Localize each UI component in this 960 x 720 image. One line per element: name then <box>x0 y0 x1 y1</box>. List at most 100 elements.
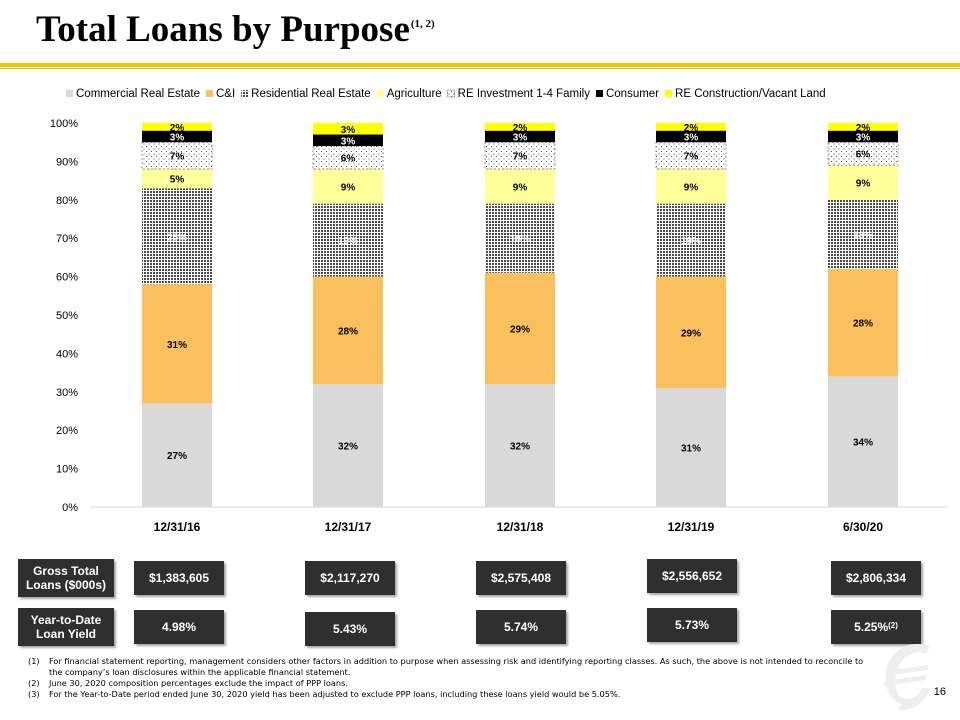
bar-segment <box>656 123 726 131</box>
bar-segment <box>485 130 555 143</box>
page-number: 16 <box>933 686 946 698</box>
y-axis: 0% 10% 20% 30% 40% 50% 60% 70% 80% 90% 100% <box>50 118 78 514</box>
y-tick-label: 20% <box>56 425 78 437</box>
bar-segment <box>142 403 212 507</box>
data-label: 18% <box>510 234 530 245</box>
data-label: 6% <box>856 150 871 161</box>
x-tick-label: 12/31/16 <box>154 520 201 534</box>
slide-title: Total Loans by Purpose(1, 2) <box>36 8 435 51</box>
data-label: 7% <box>170 152 185 163</box>
bar-segment <box>485 169 555 204</box>
bar-segment <box>828 268 898 377</box>
bar-segment <box>827 141 899 166</box>
data-label: 2% <box>684 123 699 134</box>
title-text: Total Loans by Purpose <box>36 9 410 50</box>
data-label: 3% <box>513 132 528 143</box>
loan-yield-value: 5.43% <box>305 612 395 646</box>
loan-yield-value: 5.73% <box>647 608 737 642</box>
y-tick-label: 0% <box>62 502 78 514</box>
legend-swatch <box>205 90 213 97</box>
bar-segment <box>313 384 383 507</box>
y-tick-label: 100% <box>50 118 78 130</box>
bar-segment <box>656 276 726 388</box>
footnote-text: June 30, 2020 composition percentages ex… <box>49 678 348 688</box>
legend-label: Residential Real Estate <box>251 88 371 100</box>
bars: 27%31%25%5%7%3%2%32%28%19%9%6%3%3%32%29%… <box>141 123 899 507</box>
data-label: 3% <box>170 132 185 143</box>
gross-total-value: $1,383,605 <box>134 561 224 595</box>
legend-swatch <box>595 90 603 97</box>
footnote-number: (2) <box>28 678 40 688</box>
footnote: (1) For financial statement reporting, ma… <box>28 656 878 678</box>
bar-segment <box>828 165 898 200</box>
footnotes: (1) For financial statement reporting, ma… <box>28 656 878 700</box>
x-tick-label: 12/31/19 <box>668 520 715 534</box>
bar-segment <box>142 130 212 143</box>
gross-total-value: $2,556,652 <box>647 559 737 593</box>
data-label: 2% <box>513 123 528 134</box>
title-superscript: (1, 2) <box>410 18 435 30</box>
bar-segment <box>656 169 726 204</box>
data-label: 19% <box>681 236 701 247</box>
yield-footnote-marker: (2) <box>888 620 898 630</box>
bar-segment <box>485 272 555 385</box>
data-label: 3% <box>341 125 356 136</box>
stacked-bar-chart: Commercial Real Estate C&I Residential Rea… <box>50 88 948 534</box>
loan-yield-value: 4.98% <box>134 610 224 644</box>
data-label: 34% <box>853 438 873 449</box>
data-label: 9% <box>856 179 871 190</box>
y-tick-label: 70% <box>56 233 78 245</box>
data-label: 7% <box>513 152 528 163</box>
bar-segment <box>313 123 383 135</box>
legend-swatch <box>376 90 384 97</box>
data-label: 27% <box>167 451 187 462</box>
legend-label: Commercial Real Estate <box>76 88 200 100</box>
legend-label: Agriculture <box>387 88 442 100</box>
bar-segment <box>141 141 213 170</box>
yield-label-line1: Year-to-Date <box>30 613 102 627</box>
legend-swatch <box>66 90 73 97</box>
bar-segment <box>142 123 212 131</box>
loan-yield-label: Year-to-Date Loan Yield <box>18 608 114 646</box>
y-tick-label: 30% <box>56 387 78 399</box>
legend-swatch <box>241 90 249 97</box>
bar-segment <box>313 134 383 147</box>
bar-segment <box>142 284 212 404</box>
y-tick-label: 40% <box>56 348 78 360</box>
data-label: 5% <box>170 175 185 186</box>
footnote-number: (3) <box>28 689 40 699</box>
legend-label: RE Investment 1-4 Family <box>458 88 591 100</box>
data-label: 2% <box>856 123 871 134</box>
title-divider <box>0 63 960 67</box>
data-label: 3% <box>856 132 871 143</box>
footnote-number: (1) <box>28 656 40 666</box>
footnote: (3) For the Year-to-Date period ended Jun… <box>28 689 878 700</box>
bar-segment <box>656 203 726 277</box>
x-tick-label: 12/31/17 <box>325 520 372 534</box>
y-tick-label: 90% <box>56 156 78 168</box>
bar-segment <box>828 199 898 269</box>
loan-yield-value: 5.74% <box>476 610 566 644</box>
footnote-text: For financial statement reporting, manag… <box>49 656 864 677</box>
data-label: 25% <box>167 232 187 243</box>
gross-total-value: $2,117,270 <box>305 561 395 595</box>
y-tick-label: 80% <box>56 195 78 207</box>
data-label: 9% <box>341 182 356 193</box>
bar-segment <box>656 130 726 143</box>
bar-segment <box>313 203 383 277</box>
bar-segment <box>485 384 555 507</box>
y-tick-label: 60% <box>56 272 78 284</box>
x-tick-label: 12/31/18 <box>497 520 544 534</box>
gross-total-value: $2,806,334 <box>831 561 921 595</box>
data-label: 28% <box>338 326 358 337</box>
gross-total-value: $2,575,408 <box>476 561 566 595</box>
loan-yield-value: 5.25% (2) <box>831 610 921 644</box>
chart-legend: Commercial Real Estate C&I Residential Rea… <box>66 88 826 100</box>
bar-segment <box>656 387 726 507</box>
data-label: 3% <box>341 136 356 147</box>
data-label: 32% <box>338 442 358 453</box>
data-label: 32% <box>510 442 530 453</box>
data-label: 2% <box>170 123 185 134</box>
legend-label: C&I <box>216 88 235 100</box>
bar-segment <box>142 169 212 189</box>
